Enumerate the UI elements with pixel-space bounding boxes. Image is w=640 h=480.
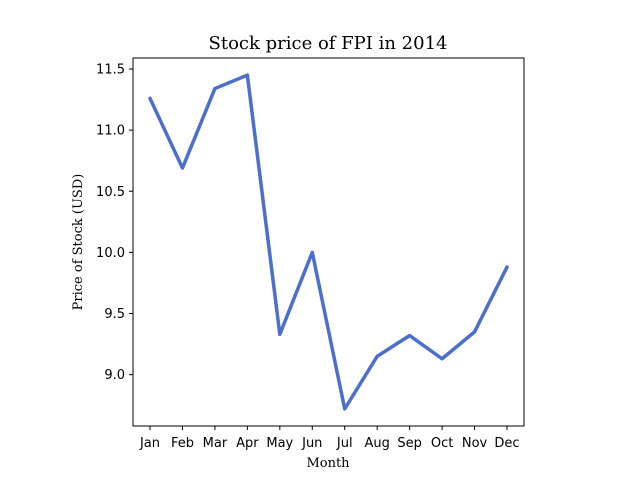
x-tick-label: Apr (236, 436, 259, 451)
x-tick-label: Feb (171, 436, 194, 451)
y-tick-label: 10.5 (96, 185, 125, 200)
y-tick-label: 9.5 (104, 307, 125, 322)
y-tick-label: 10.0 (96, 246, 125, 261)
y-tick-label: 11.0 (96, 124, 125, 139)
y-axis: 9.0 9.5 10.0 10.5 11.0 11.5 (96, 63, 133, 383)
series-layer (148, 73, 509, 411)
y-tick-label: 9.0 (104, 368, 125, 383)
x-tick-label: May (266, 436, 293, 451)
x-tick-label: Mar (203, 436, 228, 451)
x-tick-label: Jun (301, 436, 322, 451)
y-axis-label: Price of Stock (USD) (71, 174, 86, 311)
x-tick-label: Aug (364, 436, 389, 451)
chart-title: Stock price of FPI in 2014 (209, 33, 448, 54)
plot-area-frame (132, 57, 525, 427)
x-axis: Jan Feb Mar Apr May Jun Jul Aug Sep Oct Nov Dec (139, 426, 520, 451)
x-tick-label: Nov (462, 436, 488, 451)
x-axis-label: Month (306, 456, 350, 471)
x-tick-label: Sep (397, 436, 422, 451)
x-tick-label: Jul (336, 436, 353, 451)
x-tick-label: Oct (431, 436, 453, 451)
x-tick-label: Jan (139, 436, 160, 451)
series-line-0 (148, 73, 509, 411)
x-tick-label: Dec (494, 436, 519, 451)
y-tick-label: 11.5 (96, 63, 125, 78)
